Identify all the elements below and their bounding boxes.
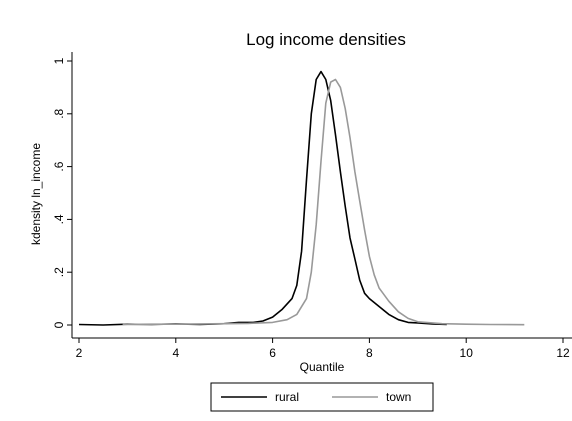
x-tick-label: 4 bbox=[172, 346, 179, 360]
y-tick-label: 1 bbox=[52, 57, 66, 64]
x-tick-label: 6 bbox=[269, 346, 276, 360]
y-tick-label: 0 bbox=[52, 321, 66, 328]
legend: rural town bbox=[210, 382, 434, 412]
x-tick-label: 8 bbox=[366, 346, 373, 360]
x-tick-label: 10 bbox=[460, 346, 474, 360]
plot-area: 2 4 6 8 10 12 0 .2 .4 .6 .8 1 bbox=[52, 52, 572, 360]
x-tick-label: 12 bbox=[556, 346, 570, 360]
legend-label-rural: rural bbox=[275, 390, 299, 404]
y-axis-title: kdensity ln_income bbox=[29, 143, 43, 245]
series-line-town bbox=[122, 78, 525, 326]
chart-title: Log income densities bbox=[246, 30, 406, 49]
y-tick-label: .8 bbox=[52, 108, 66, 118]
x-tick-label: 2 bbox=[76, 346, 83, 360]
y-tick-label: .2 bbox=[52, 267, 66, 277]
y-tick-label: .4 bbox=[52, 214, 66, 224]
y-tick-label: .6 bbox=[52, 161, 66, 171]
x-axis-title: Quantile bbox=[300, 360, 345, 374]
legend-label-town: town bbox=[386, 390, 411, 404]
